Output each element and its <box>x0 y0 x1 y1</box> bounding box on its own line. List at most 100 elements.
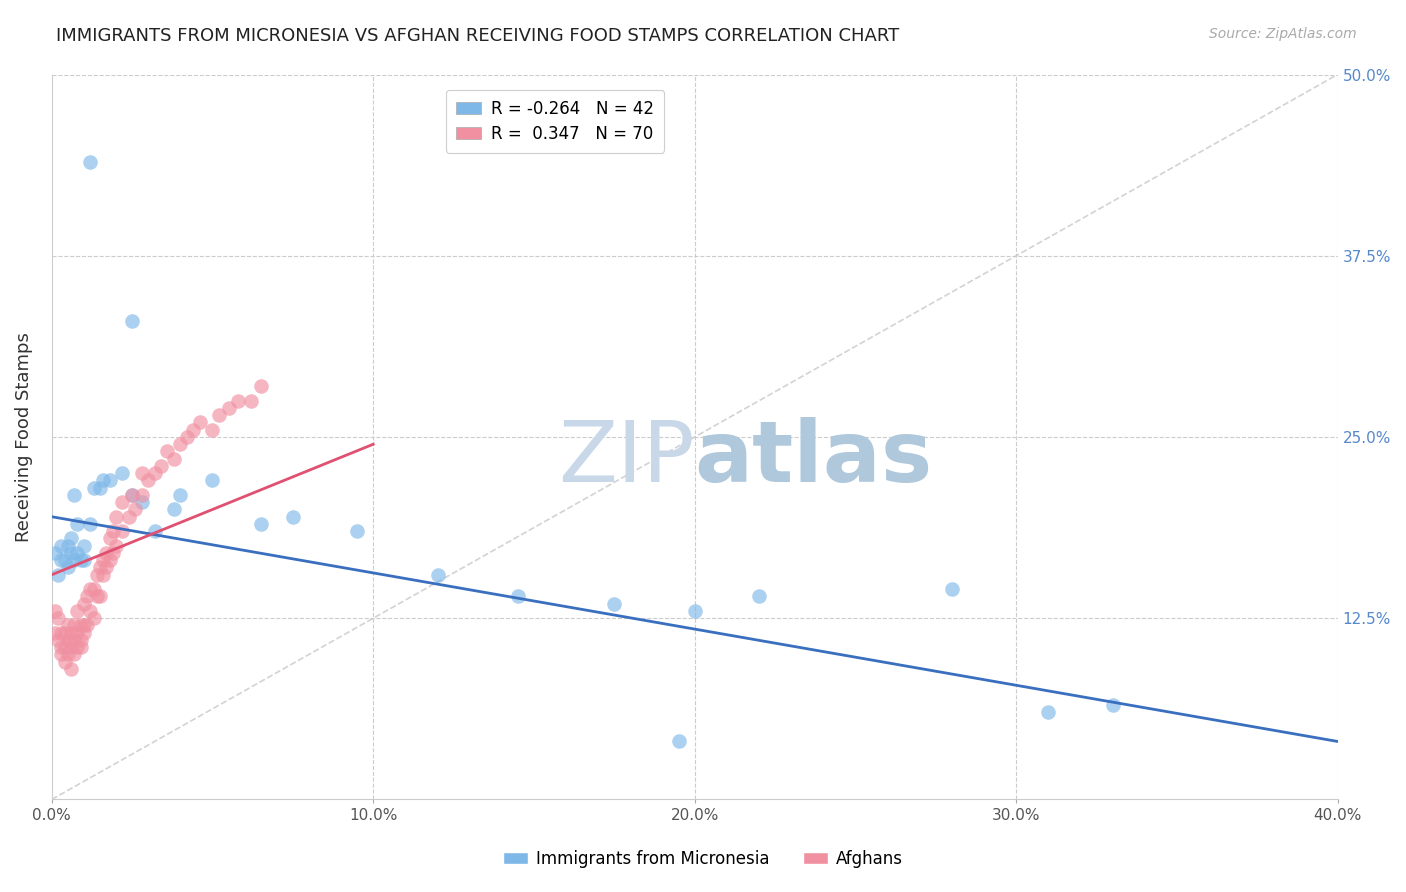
Point <box>83 611 105 625</box>
Point <box>169 437 191 451</box>
Point <box>105 509 128 524</box>
Point <box>44 604 66 618</box>
Point <box>121 488 143 502</box>
Point <box>163 502 186 516</box>
Point <box>143 467 166 481</box>
Point <box>51 640 73 655</box>
Point <box>506 590 529 604</box>
Text: Source: ZipAtlas.com: Source: ZipAtlas.com <box>1209 27 1357 41</box>
Point <box>131 488 153 502</box>
Point <box>131 467 153 481</box>
Point <box>163 451 186 466</box>
Point <box>63 488 86 502</box>
Text: atlas: atlas <box>695 417 934 500</box>
Point <box>188 416 211 430</box>
Point <box>201 474 224 488</box>
Point <box>56 632 79 647</box>
Point <box>748 590 770 604</box>
Point <box>73 553 96 567</box>
Point <box>101 546 124 560</box>
Point <box>69 640 91 655</box>
Point <box>89 560 111 574</box>
Point <box>249 516 271 531</box>
Point <box>1101 698 1123 713</box>
Point <box>53 640 76 655</box>
Point <box>56 648 79 662</box>
Point <box>73 625 96 640</box>
Point <box>156 444 179 458</box>
Point <box>1038 706 1060 720</box>
Point <box>63 648 86 662</box>
Point <box>89 481 111 495</box>
Point <box>169 488 191 502</box>
Y-axis label: Receiving Food Stamps: Receiving Food Stamps <box>15 332 32 542</box>
Point <box>66 516 89 531</box>
Point <box>226 393 249 408</box>
Point <box>86 590 108 604</box>
Point <box>941 582 963 597</box>
Point <box>46 611 69 625</box>
Point <box>105 539 128 553</box>
Point <box>111 467 134 481</box>
Point <box>69 632 91 647</box>
Point <box>201 423 224 437</box>
Point <box>56 560 79 574</box>
Point <box>79 604 101 618</box>
Point <box>96 546 118 560</box>
Point <box>668 734 690 748</box>
Point <box>111 524 134 539</box>
Point <box>66 546 89 560</box>
Point <box>51 553 73 567</box>
Point <box>181 423 204 437</box>
Point <box>56 539 79 553</box>
Point <box>44 546 66 560</box>
Point <box>56 618 79 632</box>
Point <box>98 532 121 546</box>
Point <box>79 582 101 597</box>
Legend: R = -0.264   N = 42, R =  0.347   N = 70: R = -0.264 N = 42, R = 0.347 N = 70 <box>446 90 664 153</box>
Point <box>73 597 96 611</box>
Text: ZIP: ZIP <box>558 417 695 500</box>
Point <box>73 618 96 632</box>
Point <box>281 509 304 524</box>
Point <box>124 502 146 516</box>
Point <box>53 553 76 567</box>
Point <box>91 474 114 488</box>
Point <box>76 590 98 604</box>
Point <box>426 567 449 582</box>
Point <box>98 474 121 488</box>
Point <box>150 458 173 473</box>
Point <box>118 509 141 524</box>
Legend: Immigrants from Micronesia, Afghans: Immigrants from Micronesia, Afghans <box>496 844 910 875</box>
Point <box>53 655 76 669</box>
Point <box>63 553 86 567</box>
Point <box>176 430 198 444</box>
Point <box>69 553 91 567</box>
Point <box>79 154 101 169</box>
Point <box>66 640 89 655</box>
Point <box>111 495 134 509</box>
Point <box>683 604 706 618</box>
Point <box>208 409 231 423</box>
Point <box>603 597 626 611</box>
Point <box>98 553 121 567</box>
Point <box>73 539 96 553</box>
Point <box>63 618 86 632</box>
Point <box>69 618 91 632</box>
Point <box>83 481 105 495</box>
Point <box>60 640 83 655</box>
Point <box>66 604 89 618</box>
Point <box>46 567 69 582</box>
Point <box>143 524 166 539</box>
Point <box>91 553 114 567</box>
Point <box>83 582 105 597</box>
Point <box>121 488 143 502</box>
Point <box>44 625 66 640</box>
Point <box>101 524 124 539</box>
Point <box>76 618 98 632</box>
Point <box>63 632 86 647</box>
Point <box>60 546 83 560</box>
Point <box>46 632 69 647</box>
Point <box>51 648 73 662</box>
Point <box>91 567 114 582</box>
